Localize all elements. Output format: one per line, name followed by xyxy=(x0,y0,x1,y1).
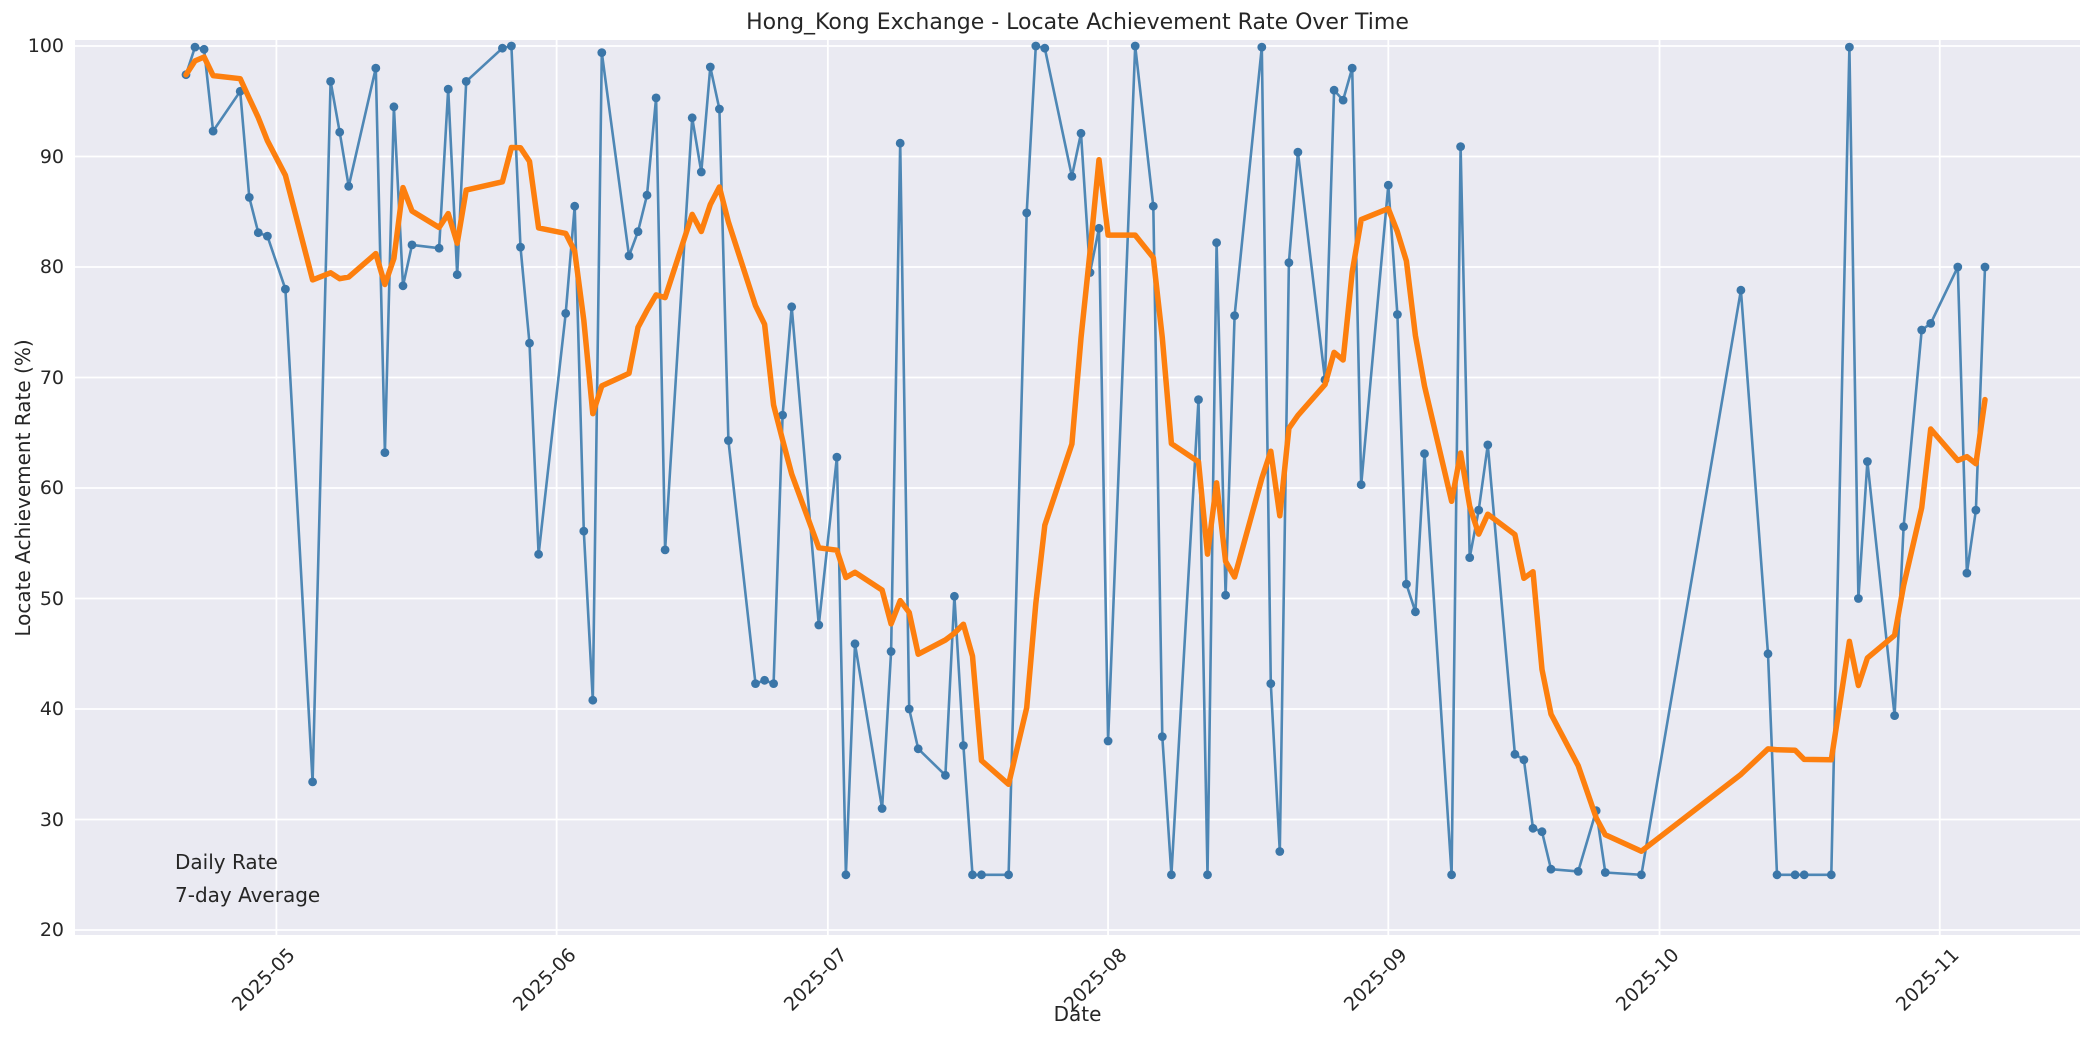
y-tick-label: 90 xyxy=(39,145,64,168)
legend-dot-blue xyxy=(125,855,139,869)
y-tick-label: 50 xyxy=(39,587,64,610)
x-axis-label: Date xyxy=(1053,1002,1102,1026)
chart-title: Hong_Kong Exchange - Locate Achievement … xyxy=(746,10,1409,35)
y-tick-label: 100 xyxy=(27,35,64,57)
y-tick-label: 20 xyxy=(39,919,64,941)
average-swatch-icon xyxy=(103,888,161,902)
legend-label: 7-day Average xyxy=(175,882,321,907)
legend-label: Daily Rate xyxy=(175,849,278,874)
y-tick-label: 60 xyxy=(39,477,64,499)
legend-item-7day-average: 7-day Average xyxy=(103,878,320,911)
legend: Daily Rate 7-day Average xyxy=(103,845,320,911)
legend-bar-orange xyxy=(103,891,161,899)
y-tick-label: 70 xyxy=(39,366,64,389)
legend-item-daily-rate: Daily Rate xyxy=(103,845,320,878)
daily-rate-swatch-icon xyxy=(103,855,161,869)
y-tick-label: 30 xyxy=(39,808,64,831)
y-tick-label: 40 xyxy=(39,698,64,720)
y-tick-label: 80 xyxy=(39,256,64,278)
